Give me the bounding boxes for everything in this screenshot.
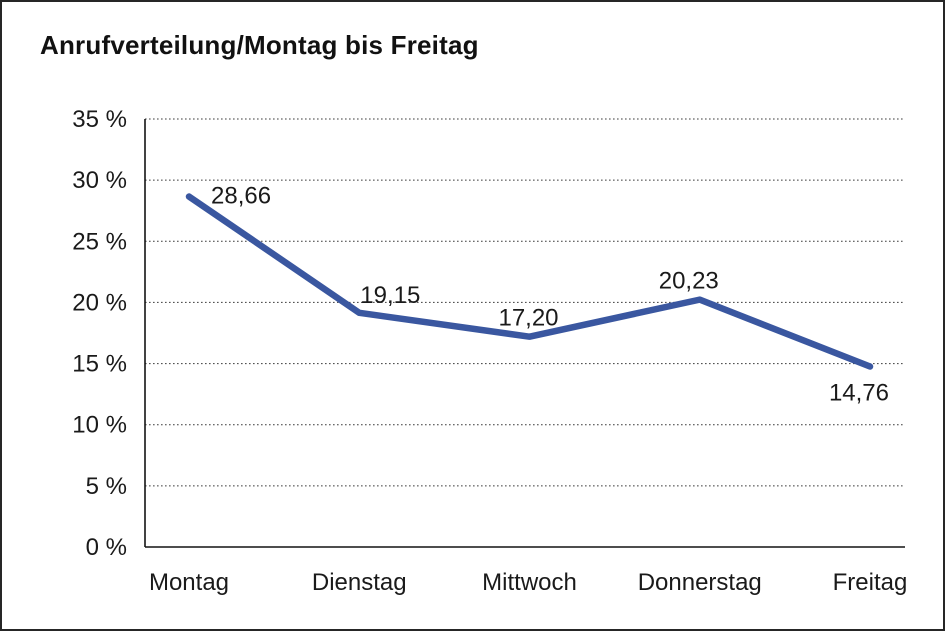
y-tick-label: 20 % [72, 289, 127, 316]
data-label: 19,15 [360, 282, 420, 309]
y-tick-label: 30 % [72, 167, 127, 194]
y-tick-label: 5 % [86, 473, 127, 500]
x-category-label: Freitag [833, 569, 908, 596]
data-label: 20,23 [659, 268, 719, 295]
data-label: 17,20 [498, 305, 558, 332]
x-category-label: Montag [149, 569, 229, 596]
data-label: 14,76 [829, 380, 889, 407]
x-category-label: Dienstag [312, 569, 407, 596]
x-category-label: Mittwoch [482, 569, 577, 596]
series-line [185, 193, 874, 370]
y-tick-label: 10 % [72, 412, 127, 439]
y-tick-label: 35 % [72, 106, 127, 133]
x-category-label: Donnerstag [638, 569, 762, 596]
y-tick-label: 0 % [86, 534, 127, 561]
y-tick-label: 15 % [72, 351, 127, 378]
y-tick-label: 25 % [72, 228, 127, 255]
data-label: 28,66 [211, 183, 271, 210]
chart-title: Anrufverteilung/Montag bis Freitag [40, 30, 479, 60]
